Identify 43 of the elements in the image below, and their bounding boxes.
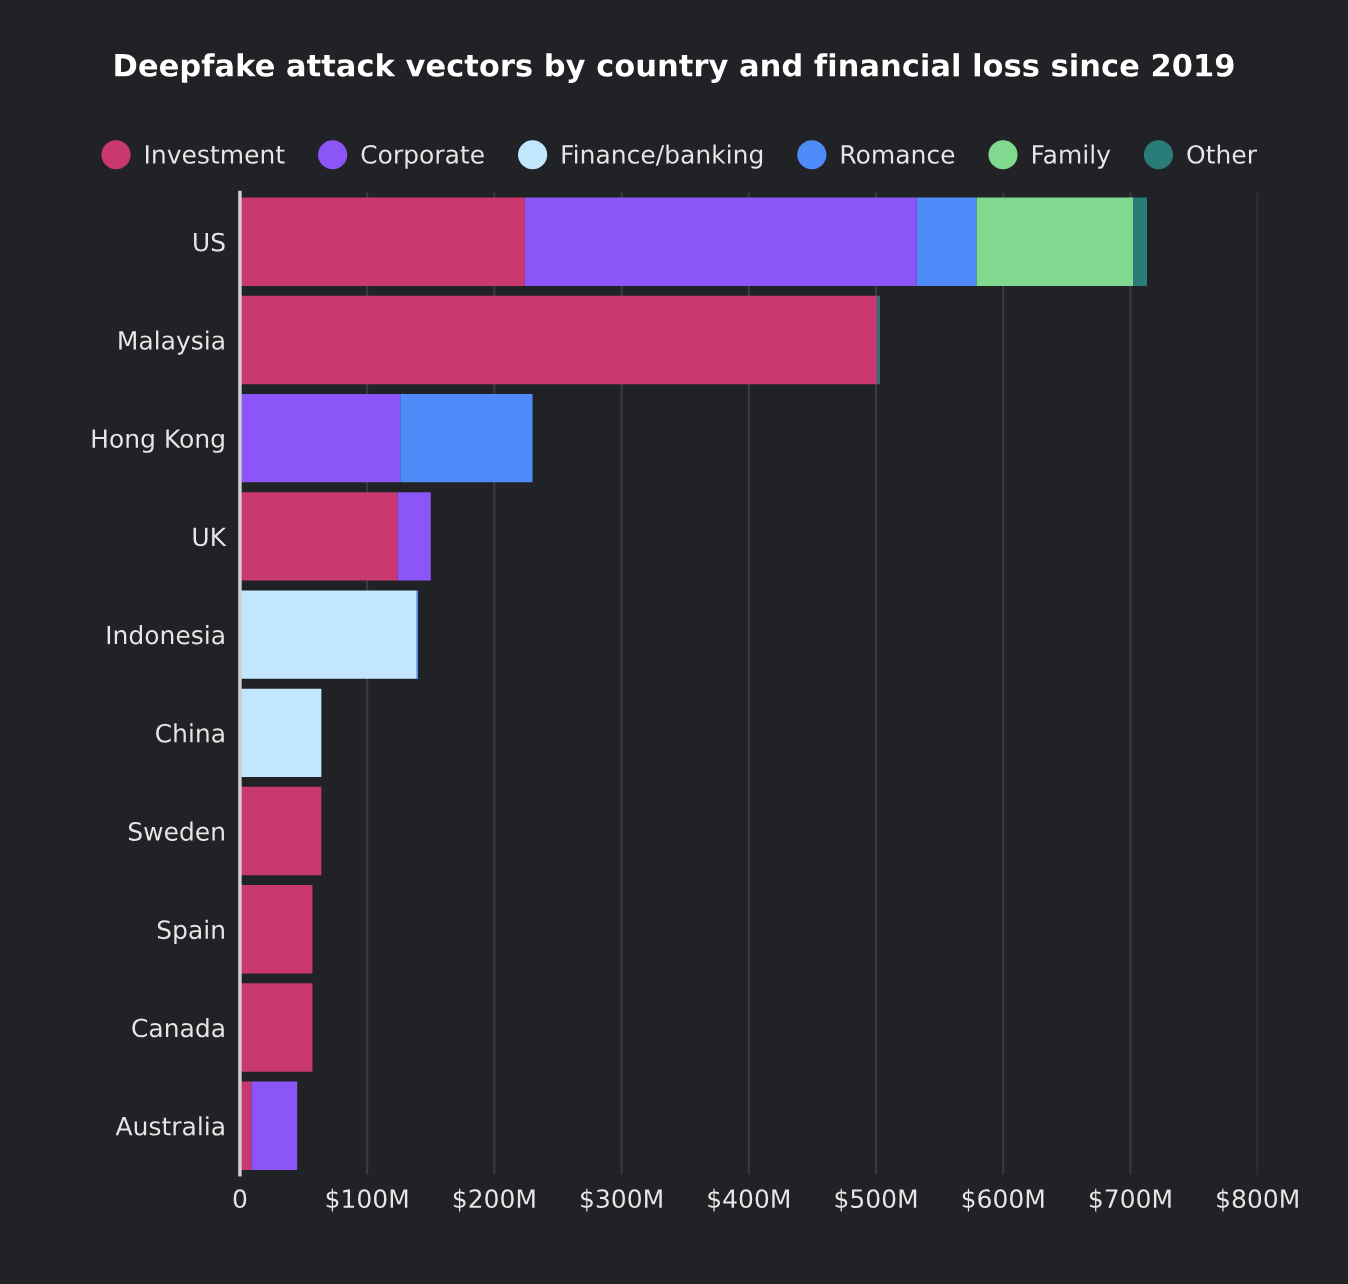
y-tick-label: Australia bbox=[115, 1116, 224, 1136]
x-tick-label: $500M bbox=[835, 1188, 917, 1212]
y-tick-label: US bbox=[194, 232, 225, 252]
x-tick-label: $100M bbox=[326, 1188, 408, 1212]
bar bbox=[397, 492, 431, 581]
bar bbox=[976, 197, 1134, 286]
x-tick-label: $800M bbox=[1217, 1188, 1298, 1212]
legend-label: Romance bbox=[841, 145, 955, 164]
x-tick-label: 0 bbox=[233, 1189, 247, 1209]
legend-label: Corporate bbox=[361, 144, 484, 169]
x-tick-label: $700M bbox=[1089, 1188, 1171, 1212]
bar bbox=[239, 295, 878, 385]
bar bbox=[916, 197, 977, 286]
bar bbox=[1133, 197, 1147, 286]
bar bbox=[877, 295, 880, 385]
x-tick-label: $400M bbox=[708, 1188, 789, 1212]
y-tick-label: Hong Kong bbox=[92, 429, 224, 453]
legend-label: Investment bbox=[145, 145, 285, 164]
bar bbox=[239, 885, 313, 974]
bar bbox=[239, 590, 417, 679]
bar bbox=[400, 393, 533, 483]
x-tick-label: $600M bbox=[962, 1188, 1044, 1212]
legend-label: Family bbox=[1032, 144, 1111, 169]
bar bbox=[524, 197, 917, 286]
bar bbox=[239, 197, 525, 286]
bar bbox=[251, 1081, 298, 1170]
bar bbox=[239, 983, 313, 1072]
legend-label: Finance/banking bbox=[562, 144, 763, 169]
chart-title: Deepfake attack vectors by country and financial loss since 2019 bbox=[115, 53, 1234, 83]
bar bbox=[239, 786, 322, 876]
bar bbox=[239, 393, 401, 483]
bar bbox=[241, 688, 322, 778]
x-tick-label: $200M bbox=[453, 1188, 535, 1212]
y-tick-label: Sweden bbox=[128, 821, 224, 841]
y-tick-label: UK bbox=[193, 527, 227, 547]
y-tick-label: Malaysia bbox=[119, 330, 224, 355]
legend-label: Other bbox=[1187, 144, 1257, 164]
y-tick-label: Canada bbox=[132, 1018, 224, 1038]
bar bbox=[239, 492, 398, 581]
x-tick-label: $300M bbox=[581, 1188, 662, 1212]
y-tick-label: Indonesia bbox=[107, 625, 224, 645]
y-tick-label: China bbox=[156, 723, 224, 743]
y-tick-label: Spain bbox=[157, 919, 224, 944]
